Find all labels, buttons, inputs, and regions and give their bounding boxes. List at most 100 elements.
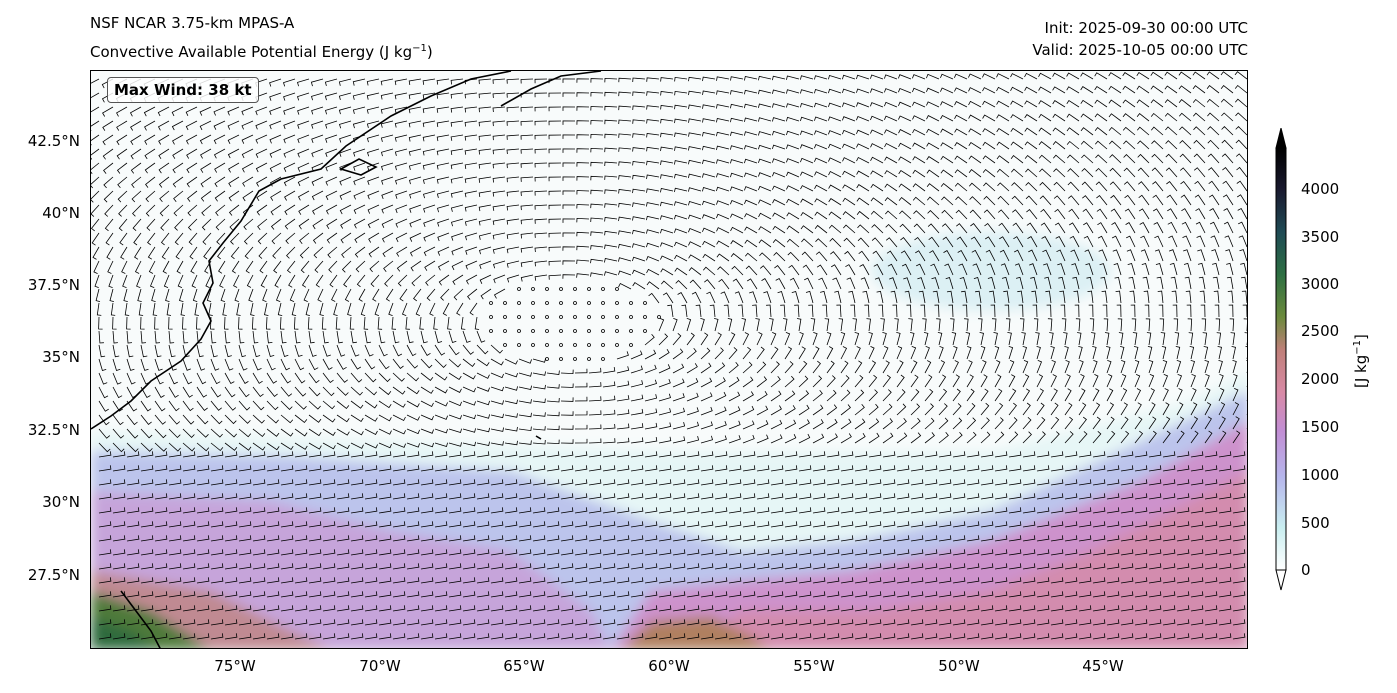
wind-barb [532, 507, 546, 514]
wind-barb [938, 521, 952, 528]
wind-barb [350, 386, 363, 396]
wind-barb [896, 507, 910, 514]
wind-barb [590, 217, 604, 223]
wind-barb [1176, 360, 1182, 374]
wind-barb [924, 432, 935, 444]
wind-barb [759, 252, 772, 262]
wind-barb [1022, 493, 1036, 500]
wind-barb [786, 158, 800, 164]
wind-barb [927, 210, 940, 220]
wind-barb [322, 442, 336, 450]
wind-barb [1030, 276, 1038, 290]
wind-barb [434, 442, 448, 448]
wind-barb [982, 87, 996, 94]
wind-barb [980, 431, 991, 444]
wind-barb [716, 90, 730, 95]
wind-barb [800, 225, 814, 234]
wind-barb [504, 563, 518, 570]
wind-barb [532, 493, 546, 500]
wind-barb [868, 465, 882, 472]
wind-barb [399, 288, 408, 302]
wind-barb [588, 367, 602, 374]
wind-barb [756, 521, 770, 528]
wind-barb [686, 549, 700, 556]
wind-barb [688, 214, 702, 220]
wind-barb [994, 402, 1004, 416]
wind-barb [1232, 360, 1237, 374]
wind-barb [723, 304, 730, 318]
wind-barb [1218, 577, 1232, 584]
wind-barb [980, 521, 994, 528]
wind-barb [1178, 85, 1192, 94]
wind-barb [317, 288, 324, 302]
wind-barb [878, 304, 884, 318]
wind-barb [1008, 451, 1022, 458]
wind-barb [532, 398, 546, 403]
wind-barb [1109, 140, 1122, 150]
wind-barb [660, 160, 674, 165]
wind-barb [364, 451, 378, 458]
wind-barb [1174, 332, 1180, 346]
wind-barb [229, 218, 240, 231]
wind-barb [1236, 180, 1247, 192]
wind-barb [506, 162, 520, 169]
wind-barb [814, 143, 828, 150]
wind-barb [898, 142, 912, 150]
wind-barb [118, 204, 128, 217]
wind-barb [1022, 465, 1036, 472]
wind-barb [327, 246, 338, 259]
wind-barb [264, 302, 269, 316]
wind-barb [1044, 276, 1052, 290]
wind-barb [968, 182, 982, 192]
wind-barb [688, 118, 702, 123]
wind-barb [871, 224, 884, 234]
wind-barb [478, 190, 492, 197]
wind-barb [196, 372, 207, 385]
wind-barb [744, 145, 758, 150]
wind-barb [546, 577, 560, 584]
wind-barb [91, 92, 100, 98]
wind-barb [172, 162, 184, 174]
wind-barb [632, 174, 646, 180]
wind-barb [854, 451, 868, 458]
wind-barb [532, 426, 546, 431]
wind-barb [1204, 388, 1211, 402]
wind-barb [172, 148, 184, 159]
wind-barb [154, 386, 165, 398]
wind-barb [843, 237, 856, 248]
wind-barb [798, 404, 810, 416]
wind-barb [826, 479, 840, 486]
model-title: NSF NCAR 3.75-km MPAS-A [90, 14, 295, 32]
wind-barb [870, 74, 884, 80]
wind-barb [870, 156, 884, 164]
wind-barb [1246, 414, 1247, 415]
wind-barb [1162, 591, 1176, 598]
wind-barb [378, 442, 392, 449]
wind-barb [1206, 71, 1220, 80]
wind-barb [728, 435, 741, 444]
wind-barb [1148, 549, 1162, 556]
wind-barb [130, 162, 142, 174]
wind-barb [686, 465, 700, 472]
wind-barb [224, 591, 238, 598]
wind-barb [171, 106, 184, 117]
wind-barb [339, 148, 352, 157]
wind-barb [420, 591, 434, 598]
wind-barb [826, 465, 840, 472]
wind-barb [812, 535, 826, 542]
wind-barb [1162, 521, 1176, 528]
wind-barb [1208, 167, 1220, 178]
wind-barb [616, 493, 630, 500]
wind-barb [910, 388, 920, 402]
wind-barb [632, 119, 646, 124]
wind-barb [1162, 493, 1176, 500]
wind-barb [280, 344, 289, 358]
wind-barb [772, 89, 786, 94]
wind-barb [322, 372, 334, 384]
wind-barb [644, 349, 657, 360]
wind-barb [910, 403, 921, 416]
wind-barb [1238, 221, 1247, 234]
wind-barb [154, 428, 167, 439]
wind-barb [672, 633, 686, 640]
wind-barb [826, 451, 840, 458]
